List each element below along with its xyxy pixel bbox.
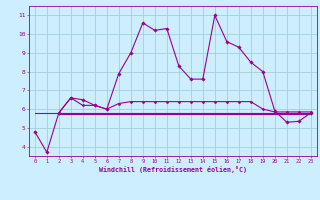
X-axis label: Windchill (Refroidissement éolien,°C): Windchill (Refroidissement éolien,°C): [99, 166, 247, 173]
